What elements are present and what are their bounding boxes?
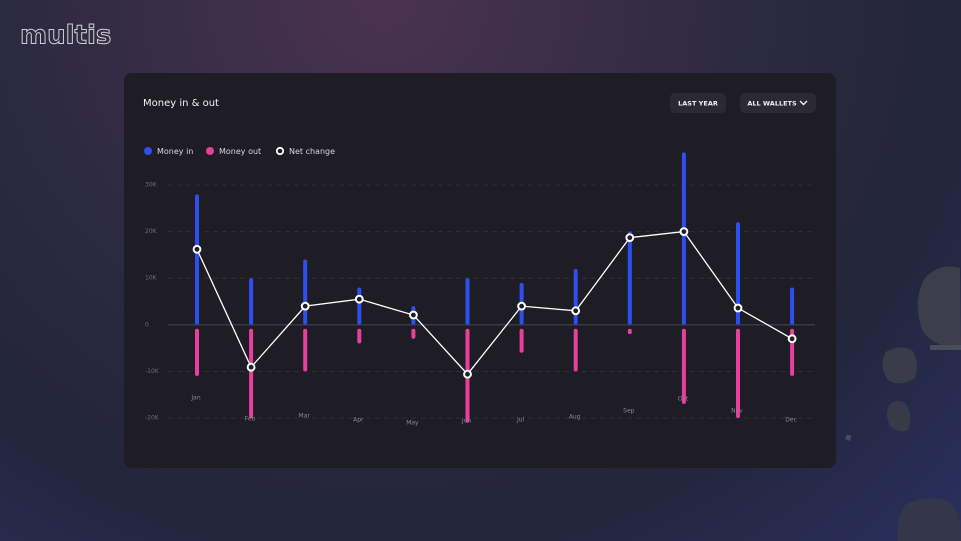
bar: [411, 328, 416, 339]
legend-label: Money out: [219, 147, 261, 156]
bar: [627, 231, 632, 325]
legend-swatch: [144, 147, 152, 155]
x-tick-label: Oct: [678, 396, 689, 403]
y-tick-label: 10K: [145, 275, 158, 282]
x-tick-label: Dec: [785, 417, 797, 424]
x-tick-label: Jun: [461, 418, 472, 425]
point: [787, 334, 797, 344]
decoration: [845, 266, 961, 541]
legend-swatch: [206, 147, 214, 155]
card-title: Money in & out: [143, 98, 219, 109]
plot: 30K 20K 10K 0 -10K -20K Money in Money out Net c…: [144, 146, 815, 427]
bar: [627, 328, 632, 335]
bar: [303, 259, 308, 325]
x-tick-label: May: [406, 420, 419, 427]
x-tick-label: Aug: [569, 414, 581, 421]
legend-label: Money in: [157, 147, 193, 156]
button-label[interactable]: LAST YEAR: [678, 100, 718, 108]
dropdown[interactable]: [740, 93, 816, 113]
x-tick-label: Sep: [623, 408, 635, 415]
point: [246, 362, 256, 372]
legend-label: Net change: [289, 147, 335, 156]
legend-swatch: [275, 146, 285, 156]
bar: [681, 152, 686, 325]
y-tick-label: 30K: [145, 182, 158, 189]
button[interactable]: [670, 93, 726, 113]
bar: [303, 328, 308, 372]
y-tick-label: 0: [145, 321, 149, 328]
bar: [573, 268, 578, 325]
x-tick-label: Jan: [190, 395, 200, 402]
bar: [790, 287, 795, 325]
point: [300, 301, 310, 311]
logo: multis: [20, 21, 111, 51]
bar: [736, 222, 740, 325]
bar: [681, 328, 686, 405]
card: [124, 73, 836, 468]
point: [192, 244, 202, 254]
bar: [573, 328, 578, 372]
dropdown-label[interactable]: ALL WALLETS: [747, 100, 797, 108]
point: [517, 301, 526, 311]
bar: [249, 328, 254, 418]
x-tick-label: Nov: [731, 408, 743, 415]
bar: [195, 194, 199, 325]
line: [196, 230, 793, 376]
point: [733, 303, 743, 313]
point: [354, 294, 364, 304]
point: [625, 233, 635, 243]
point: [409, 310, 418, 320]
y-tick-label: -20K: [145, 415, 160, 422]
x-tick-label: Mar: [299, 413, 311, 420]
y-tick-label: -10K: [145, 368, 160, 375]
point: [571, 306, 581, 316]
bar: [357, 287, 362, 325]
x-tick-label: Feb: [245, 416, 256, 423]
x-tick-label: Jul: [516, 417, 525, 424]
y-tick-label: 20K: [145, 228, 158, 235]
point: [463, 369, 472, 379]
bar: [195, 328, 199, 377]
bar: [519, 328, 524, 353]
point: [679, 227, 689, 237]
bar: [465, 278, 470, 325]
bar: [249, 278, 254, 325]
bar: [736, 328, 740, 418]
x-tick-label: Apr: [353, 417, 364, 424]
bar: [357, 328, 362, 344]
chevron: [799, 100, 808, 106]
